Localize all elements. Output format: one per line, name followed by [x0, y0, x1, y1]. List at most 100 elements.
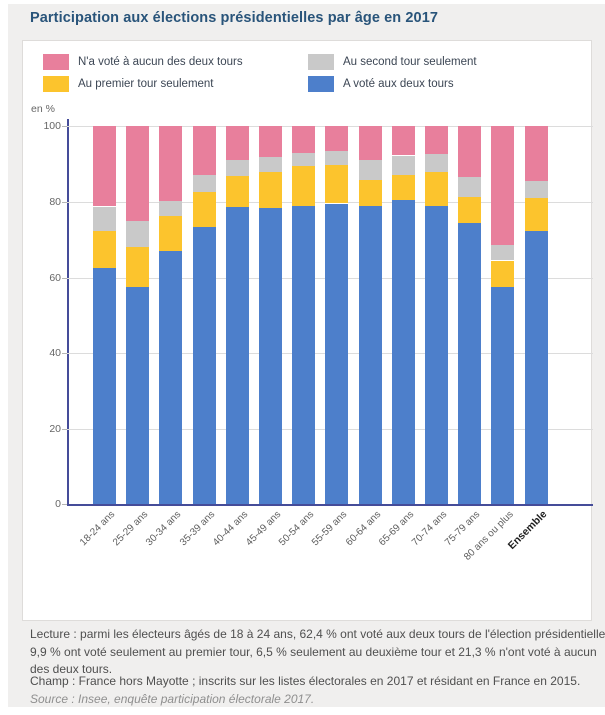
legend: N'a voté à aucun des deux tours Au premie…	[43, 51, 477, 95]
legend-item: Au second tour seulement	[308, 54, 477, 70]
bar-segment	[425, 126, 448, 154]
bar-segment	[159, 251, 183, 504]
bar-segment	[126, 286, 150, 504]
y-axis-line	[67, 119, 69, 505]
champ-note: Champ : France hors Mayotte ; inscrits s…	[30, 674, 581, 688]
y-tick-mark	[62, 504, 67, 505]
bar-segment	[225, 176, 249, 208]
y-tick-label: 60	[49, 271, 61, 284]
bar-segment	[225, 126, 249, 161]
bar-segment	[225, 207, 249, 504]
bar-segment	[524, 126, 548, 182]
bar-segment	[259, 172, 282, 209]
bar-segment	[126, 247, 150, 287]
bar-segment	[93, 268, 116, 504]
y-tick-label: 80	[49, 196, 61, 208]
x-tick-label: 50-54 ans	[277, 509, 317, 549]
bar-segment	[425, 206, 448, 504]
x-tick-label: 65-69 ans	[376, 509, 417, 549]
bar-segment	[491, 244, 515, 261]
lecture-line: des deux tours.	[30, 662, 113, 676]
x-tick-label: 55-59 ans	[310, 509, 350, 549]
bar-segment	[292, 152, 316, 167]
bar-segment	[225, 160, 249, 177]
bar-segment	[93, 126, 116, 207]
lecture-line: 9,9 % ont voté seulement au premier tour…	[30, 644, 597, 659]
x-tick-label: 25-29 ans	[111, 509, 151, 549]
y-tick-mark	[62, 428, 67, 430]
y-tick-label: 20	[49, 422, 61, 435]
x-tick-label: 35-39 ans	[177, 509, 217, 549]
bar-segment	[425, 172, 448, 207]
bar-segment	[391, 174, 415, 201]
bar-segment	[524, 231, 548, 504]
bar-segment	[358, 179, 382, 206]
legend-label: A voté aux deux tours	[343, 78, 454, 90]
bar-segment	[358, 159, 382, 180]
bar-segment	[391, 155, 415, 175]
x-tick-label: 40-44 ans	[210, 509, 251, 549]
bar-segment	[325, 151, 349, 165]
legend-label: Au second tour seulement	[343, 56, 477, 68]
bar-segment	[192, 192, 216, 227]
legend-label: Au premier tour seulement	[78, 78, 214, 90]
x-axis-line	[67, 504, 593, 506]
y-tick-label: 40	[49, 347, 61, 359]
bar-segment	[325, 164, 349, 204]
y-tick-mark	[62, 277, 67, 279]
chart-panel: N'a voté à aucun des deux tours Au premie…	[22, 40, 593, 622]
x-tick-label: 18-24 ans	[78, 509, 118, 549]
bar-segment	[93, 206, 116, 231]
bar-segment	[292, 206, 316, 504]
legend-item: N'a voté à aucun des deux tours	[43, 54, 308, 70]
bar-segment	[93, 231, 116, 269]
x-tick-label: 30-34 ans	[144, 509, 184, 549]
bar-segment	[458, 197, 482, 224]
legend-swatch	[308, 54, 334, 70]
bar-segment	[159, 201, 183, 217]
bar-segment	[524, 181, 548, 198]
bar-segment	[159, 216, 183, 251]
bar-segment	[391, 200, 415, 504]
bar-segment	[192, 175, 216, 193]
x-tick-label: 45-49 ans	[244, 509, 284, 549]
bar-segment	[325, 203, 349, 504]
bar-segment	[259, 126, 282, 158]
y-tick-mark	[62, 126, 67, 128]
bar-segment	[358, 205, 382, 504]
bar-segment	[192, 126, 216, 176]
bar-segment	[491, 287, 515, 504]
legend-swatch	[43, 54, 69, 70]
bar-segment	[358, 126, 382, 160]
y-tick-label: 0	[55, 498, 61, 510]
unit-label: en %	[31, 103, 55, 115]
y-tick-mark	[62, 353, 67, 354]
bar-segment	[292, 126, 316, 153]
legend-item: Au premier tour seulement	[43, 76, 308, 92]
bar-segment	[192, 226, 216, 504]
bar-segment	[458, 223, 482, 504]
bar-segment	[491, 126, 515, 245]
y-tick-mark	[62, 202, 67, 203]
bar-segment	[259, 157, 282, 173]
bar-segment	[126, 220, 150, 248]
lecture-note: Lecture : parmi les électeurs âgés de 18…	[30, 626, 605, 679]
legend-label: N'a voté à aucun des deux tours	[78, 56, 243, 68]
bar-segment	[425, 153, 448, 173]
bar-segment	[325, 126, 349, 152]
x-tick-label: 70-74 ans	[410, 509, 450, 549]
bar-segment	[524, 197, 548, 232]
bar-segment	[458, 126, 482, 177]
bar-segment	[292, 166, 316, 207]
plot-area: 0 20 40 60 80 100 18-24 ans 25-29 ans 30-34 ans 3…	[23, 41, 593, 622]
x-tick-label: 60-64 ans	[343, 509, 383, 549]
page-title: Participation aux élections présidentiel…	[30, 10, 439, 26]
bar-segment	[126, 126, 150, 221]
bar-segment	[458, 177, 482, 197]
y-tick-label: 100	[43, 120, 61, 133]
bar-segment	[491, 260, 515, 288]
legend-item: A voté aux deux tours	[308, 76, 477, 92]
legend-swatch	[43, 76, 69, 92]
lecture-line: Lecture : parmi les électeurs âgés de 18…	[30, 627, 605, 641]
source-note: Source : Insee, enquête participation él…	[30, 692, 315, 706]
